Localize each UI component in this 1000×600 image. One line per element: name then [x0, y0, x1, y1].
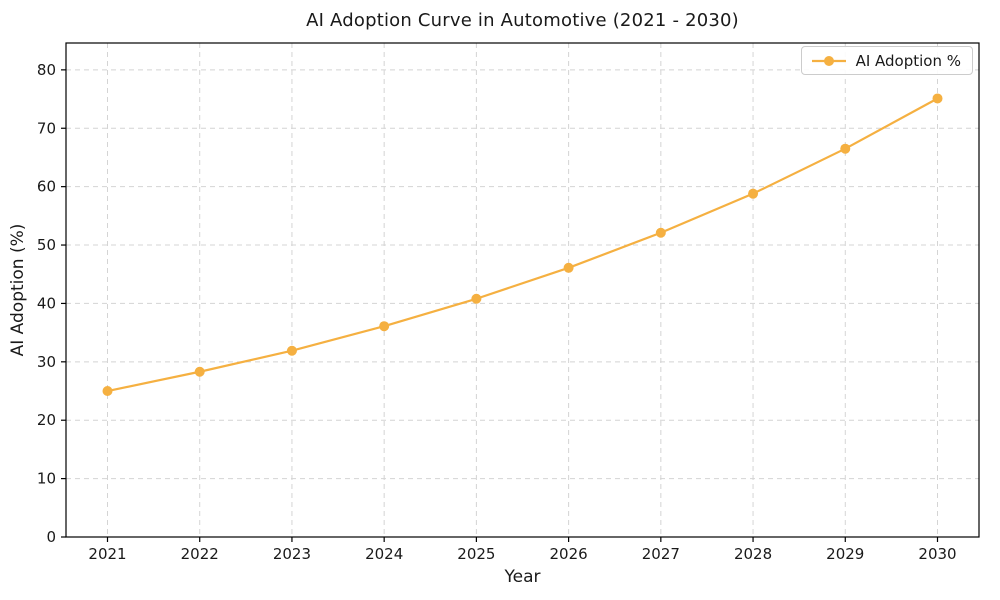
legend-marker-icon	[823, 55, 834, 66]
x-tick-label: 2026	[550, 545, 588, 563]
data-point-marker	[286, 345, 297, 356]
data-point-marker	[471, 293, 482, 304]
x-tick-label: 2029	[826, 545, 864, 563]
y-tick-label: 50	[37, 236, 56, 254]
x-tick-label: 2021	[88, 545, 126, 563]
data-point-marker	[194, 366, 205, 377]
data-point-marker	[563, 262, 574, 273]
x-tick-label: 2024	[365, 545, 403, 563]
x-tick-label: 2027	[642, 545, 680, 563]
data-point-marker	[379, 321, 390, 332]
axes-frame	[65, 42, 980, 538]
chart-title: AI Adoption Curve in Automotive (2021 - …	[306, 10, 739, 31]
x-tick-label: 2028	[734, 545, 772, 563]
data-point-marker	[840, 143, 851, 154]
legend: AI Adoption %	[800, 46, 973, 75]
data-point-marker	[748, 188, 759, 199]
x-tick-label: 2025	[457, 545, 495, 563]
data-point-marker	[102, 386, 113, 397]
y-tick-label: 60	[37, 178, 56, 196]
y-tick-label: 40	[37, 294, 56, 312]
x-tick-label: 2030	[918, 545, 956, 563]
y-tick-label: 10	[37, 470, 56, 488]
y-tick-label: 80	[37, 61, 56, 79]
legend-label: AI Adoption %	[855, 51, 961, 70]
y-tick-label: 0	[46, 528, 56, 546]
x-axis-label: Year	[504, 567, 541, 587]
y-tick-label: 20	[37, 411, 56, 429]
data-point-marker	[932, 93, 943, 104]
data-point-marker	[655, 227, 666, 238]
x-tick-label: 2022	[181, 545, 219, 563]
y-tick-label: 70	[37, 119, 56, 137]
x-tick-label: 2023	[273, 545, 311, 563]
y-tick-label: 30	[37, 353, 56, 371]
legend-line-sample	[811, 55, 846, 66]
data-line	[106, 97, 939, 393]
